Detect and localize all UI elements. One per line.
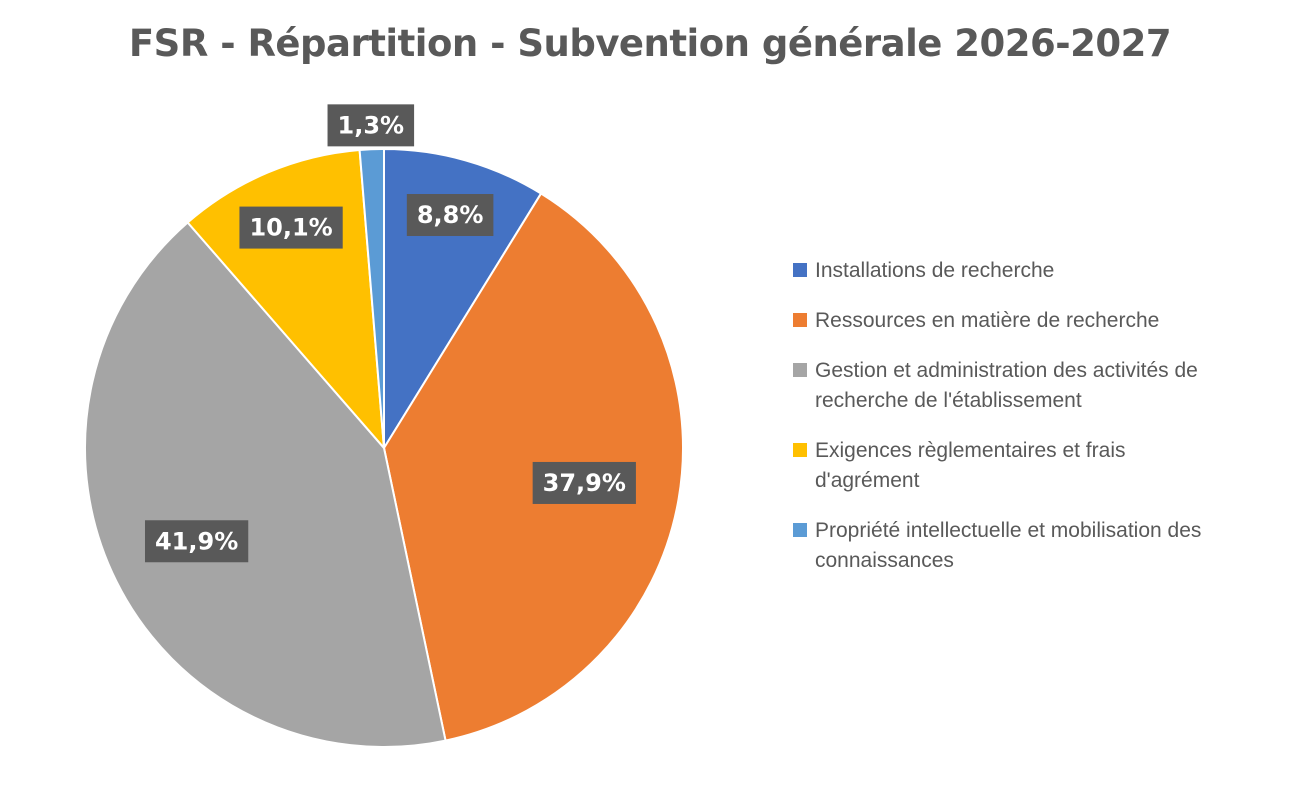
data-label-text: 1,3% [338,111,405,139]
legend-label: Gestion et administration des activités … [815,359,1198,412]
data-label-text: 10,1% [249,214,332,242]
pie-slices [84,147,684,748]
data-label-box [532,461,636,504]
legend-label: Installations de recherche [815,259,1055,282]
legend-item-propriete: Propriété intellectuelle et mobilisation… [793,516,1273,576]
legend-swatch [793,443,807,457]
data-label-box [239,206,343,249]
chart-title: FSR - Répartition - Subvention générale … [128,22,1172,65]
legend: Installations de recherche Ressources en… [793,256,1273,596]
data-label-text: 8,8% [417,201,484,229]
legend-swatch [793,363,807,377]
data-label-box [144,520,249,563]
legend-item-installations: Installations de recherche [793,256,1273,286]
data-labels: 8,8% 37,9% 41,9% 10,1% 1,3% [144,104,636,563]
legend-item-ressources: Ressources en matière de recherche [793,306,1273,336]
data-label-box [327,104,415,147]
legend-label: Ressources en matière de recherche [815,309,1160,332]
legend-item-exigences: Exigences règlementaires et frais d'agré… [793,436,1273,496]
pie-slice-gestion [84,221,447,748]
legend-swatch [793,313,807,327]
data-label-box [406,194,494,237]
data-label-propriete: 1,3% [327,104,415,147]
data-label-gestion: 41,9% [144,520,249,563]
data-label-ressources: 37,9% [532,461,636,504]
legend-label: Propriété intellectuelle et mobilisation… [815,519,1202,572]
data-label-text: 41,9% [155,527,238,555]
data-label-installations: 8,8% [406,194,494,237]
legend-swatch [793,523,807,537]
pie-slice-propriete [358,147,385,449]
legend-swatch [793,263,807,277]
data-label-exigences: 10,1% [239,206,343,249]
data-label-text: 37,9% [543,469,626,497]
legend-label: Exigences règlementaires et frais d'agré… [815,439,1126,492]
legend-item-gestion: Gestion et administration des activités … [793,356,1273,416]
